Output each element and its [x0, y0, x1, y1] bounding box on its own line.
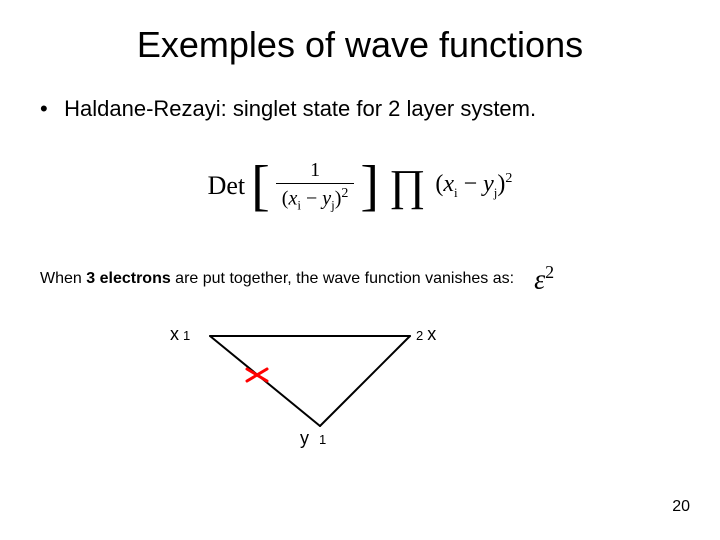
- formula-display: Det [ 1 (xi − yj)2 ] ∏ (xi − yj)2: [0, 122, 720, 214]
- epsilon-exp: 2: [545, 262, 554, 282]
- edge-x2-y1: [320, 336, 410, 426]
- den-minus: −: [301, 188, 322, 210]
- label-x1-sub: 1: [179, 328, 190, 343]
- vanishing-note: When 3 electrons are put together, the w…: [0, 214, 720, 296]
- page-number: 20: [672, 498, 690, 516]
- note-post: are put together, the wave function vani…: [171, 270, 514, 287]
- bullet-marker: •: [40, 96, 58, 122]
- product-symbol: ∏: [385, 164, 429, 208]
- term-exp: 2: [505, 171, 512, 186]
- label-y1-sub: 1: [309, 432, 326, 447]
- term-xi: x: [443, 171, 454, 197]
- den-yj: y: [322, 188, 331, 210]
- label-y1-var: y: [300, 428, 309, 448]
- triangle-diagram: x1 2x y1: [170, 316, 450, 456]
- note-pre: When: [40, 270, 86, 287]
- slide-title: Exemples of wave functions: [0, 0, 720, 66]
- den-exp: 2: [341, 186, 348, 201]
- label-x2-sub: 2: [416, 328, 427, 343]
- term-yj: y: [483, 171, 494, 197]
- label-x2-var: x: [427, 324, 436, 344]
- epsilon-squared: ε2: [514, 262, 554, 296]
- label-x1-var: x: [170, 324, 179, 344]
- numerator: 1: [304, 159, 326, 183]
- fraction: 1 (xi − yj)2: [276, 159, 355, 213]
- bullet-text: Haldane-Rezayi: singlet state for 2 laye…: [64, 96, 536, 121]
- denominator: (xi − yj)2: [276, 183, 355, 213]
- det-label: Det: [208, 171, 246, 201]
- label-x1: x1: [170, 324, 190, 345]
- label-y1: y1: [300, 428, 326, 449]
- left-bracket: [: [251, 158, 270, 214]
- bullet-item: • Haldane-Rezayi: singlet state for 2 la…: [0, 66, 720, 122]
- right-bracket: ]: [360, 158, 379, 214]
- note-bold: 3 electrons: [86, 270, 170, 287]
- label-x2: 2x: [416, 324, 436, 345]
- epsilon-symbol: ε: [534, 264, 545, 295]
- product-term: (xi − yj)2: [435, 171, 512, 201]
- den-xi: x: [288, 188, 297, 210]
- term-minus: −: [458, 171, 484, 197]
